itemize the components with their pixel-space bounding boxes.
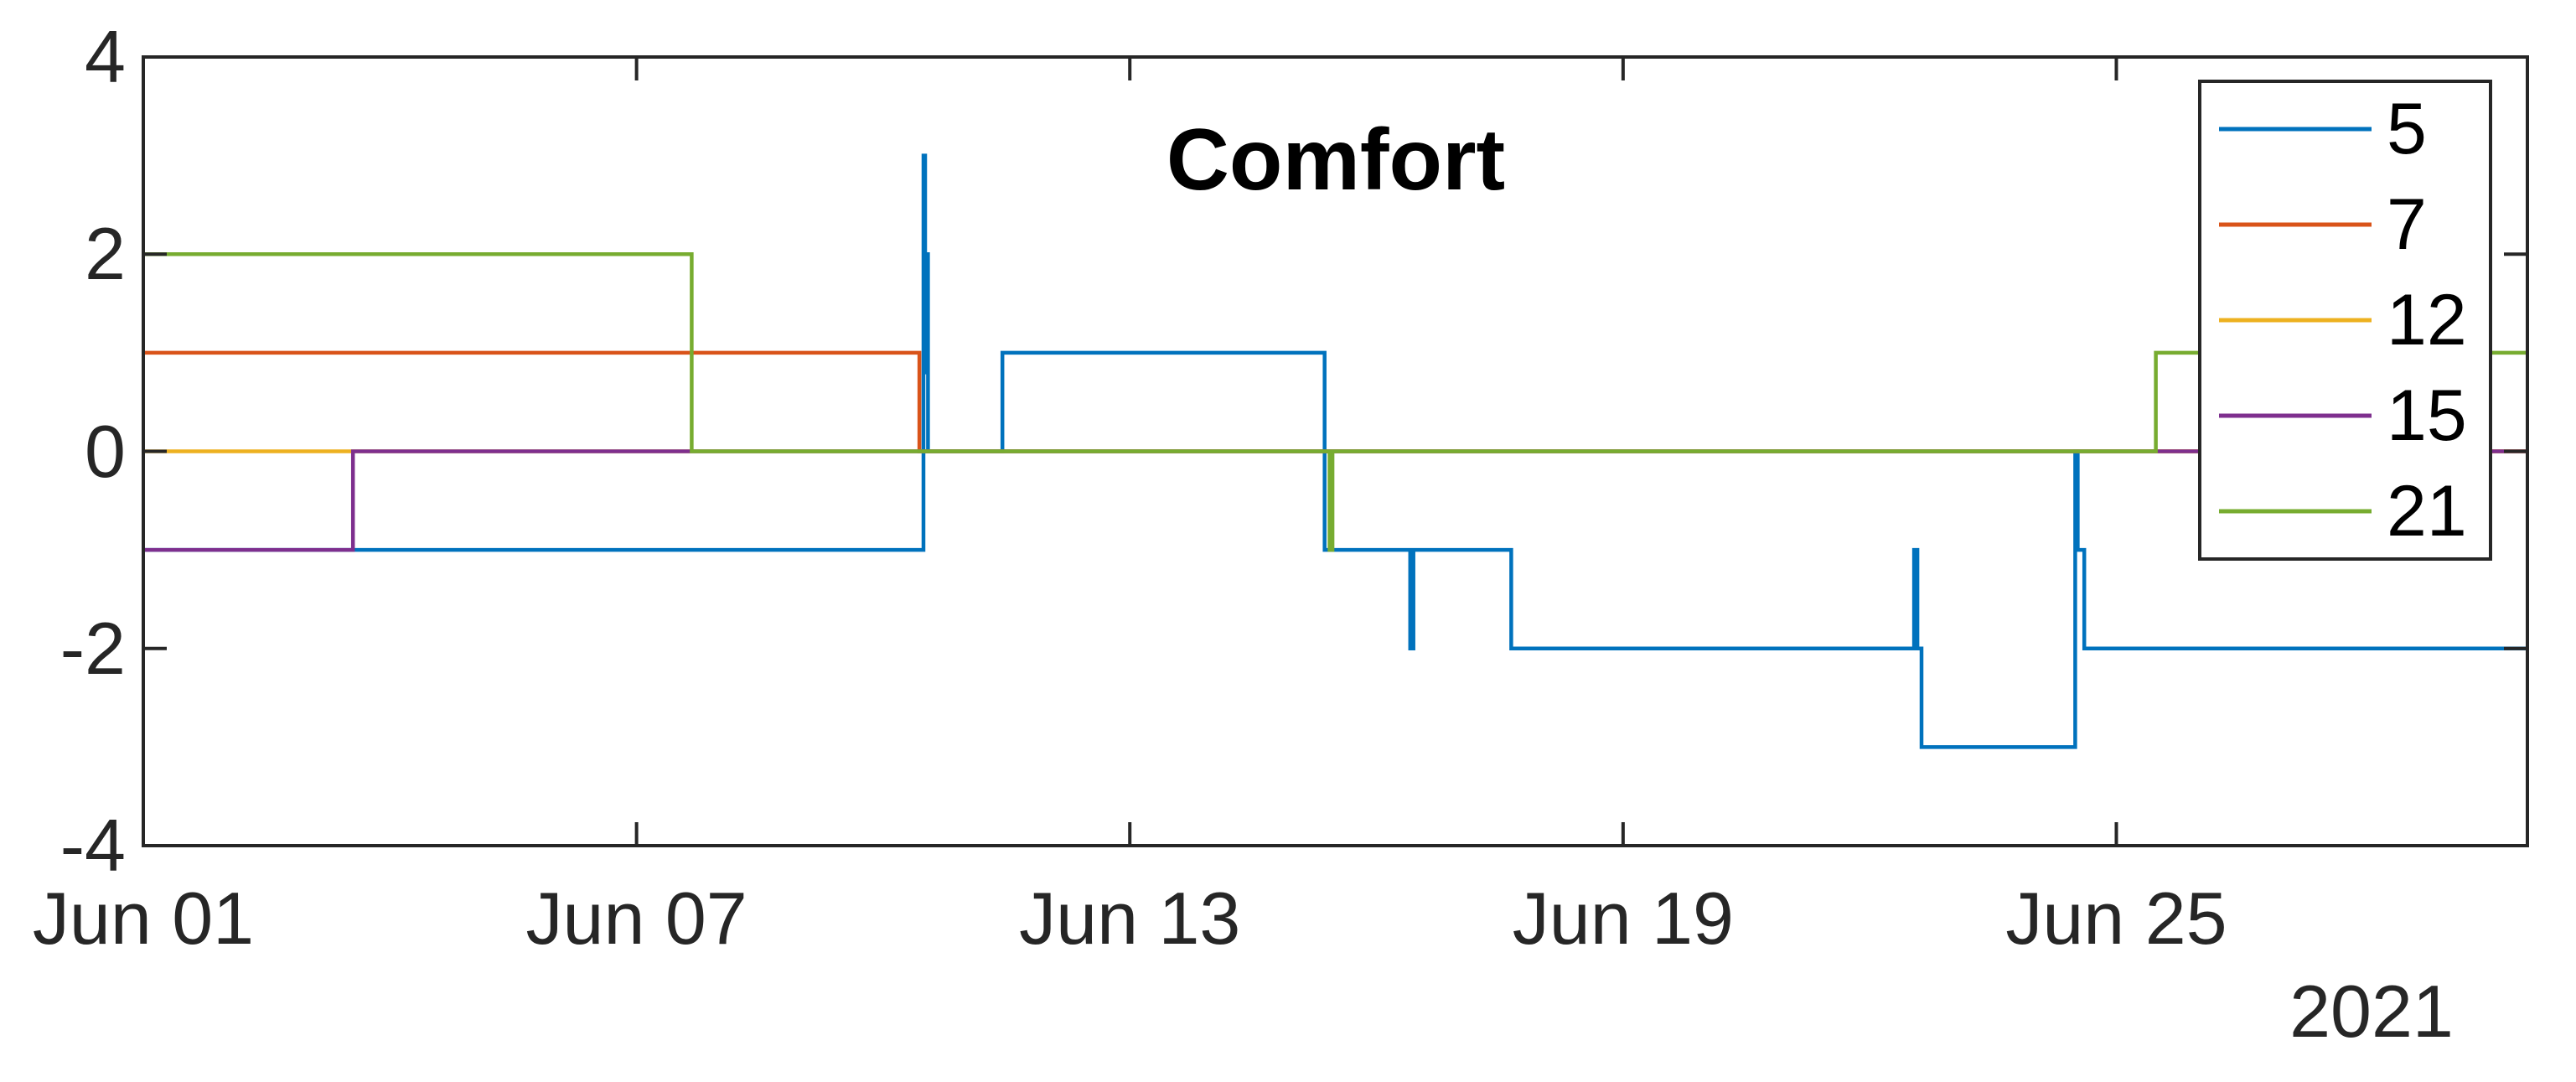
- y-axis-tick-label-0: 0: [85, 409, 126, 493]
- series-line-7: [143, 350, 2527, 453]
- legend-entry-label-7: 7: [2387, 184, 2427, 265]
- y-axis-tick-label--2: -2: [59, 606, 126, 690]
- legend-entry-label-5: 5: [2387, 89, 2427, 169]
- x-axis-tick-label-0: Jun 01: [32, 877, 255, 960]
- y-axis-tick-label--4: -4: [59, 804, 126, 887]
- y-axis-tick-label-4: 4: [85, 15, 126, 98]
- x-axis-tick-label-6: Jun 07: [525, 877, 747, 960]
- legend-entry-label-21: 21: [2387, 471, 2467, 551]
- legend-entry-label-15: 15: [2387, 375, 2467, 456]
- series-line-5: [143, 153, 2527, 749]
- x-axis-tick-label-24: Jun 25: [2005, 877, 2227, 960]
- series-line-21: [143, 252, 2527, 552]
- chart-title: Comfort: [1166, 111, 1506, 209]
- x-axis-year-label: 2021: [2289, 970, 2454, 1053]
- series-line-15: [143, 449, 2527, 552]
- y-axis-tick-label-2: 2: [85, 212, 126, 296]
- x-axis-tick-label-18: Jun 19: [1512, 877, 1734, 960]
- x-axis-tick-label-12: Jun 13: [1019, 877, 1241, 960]
- legend-entry-label-12: 12: [2387, 280, 2467, 360]
